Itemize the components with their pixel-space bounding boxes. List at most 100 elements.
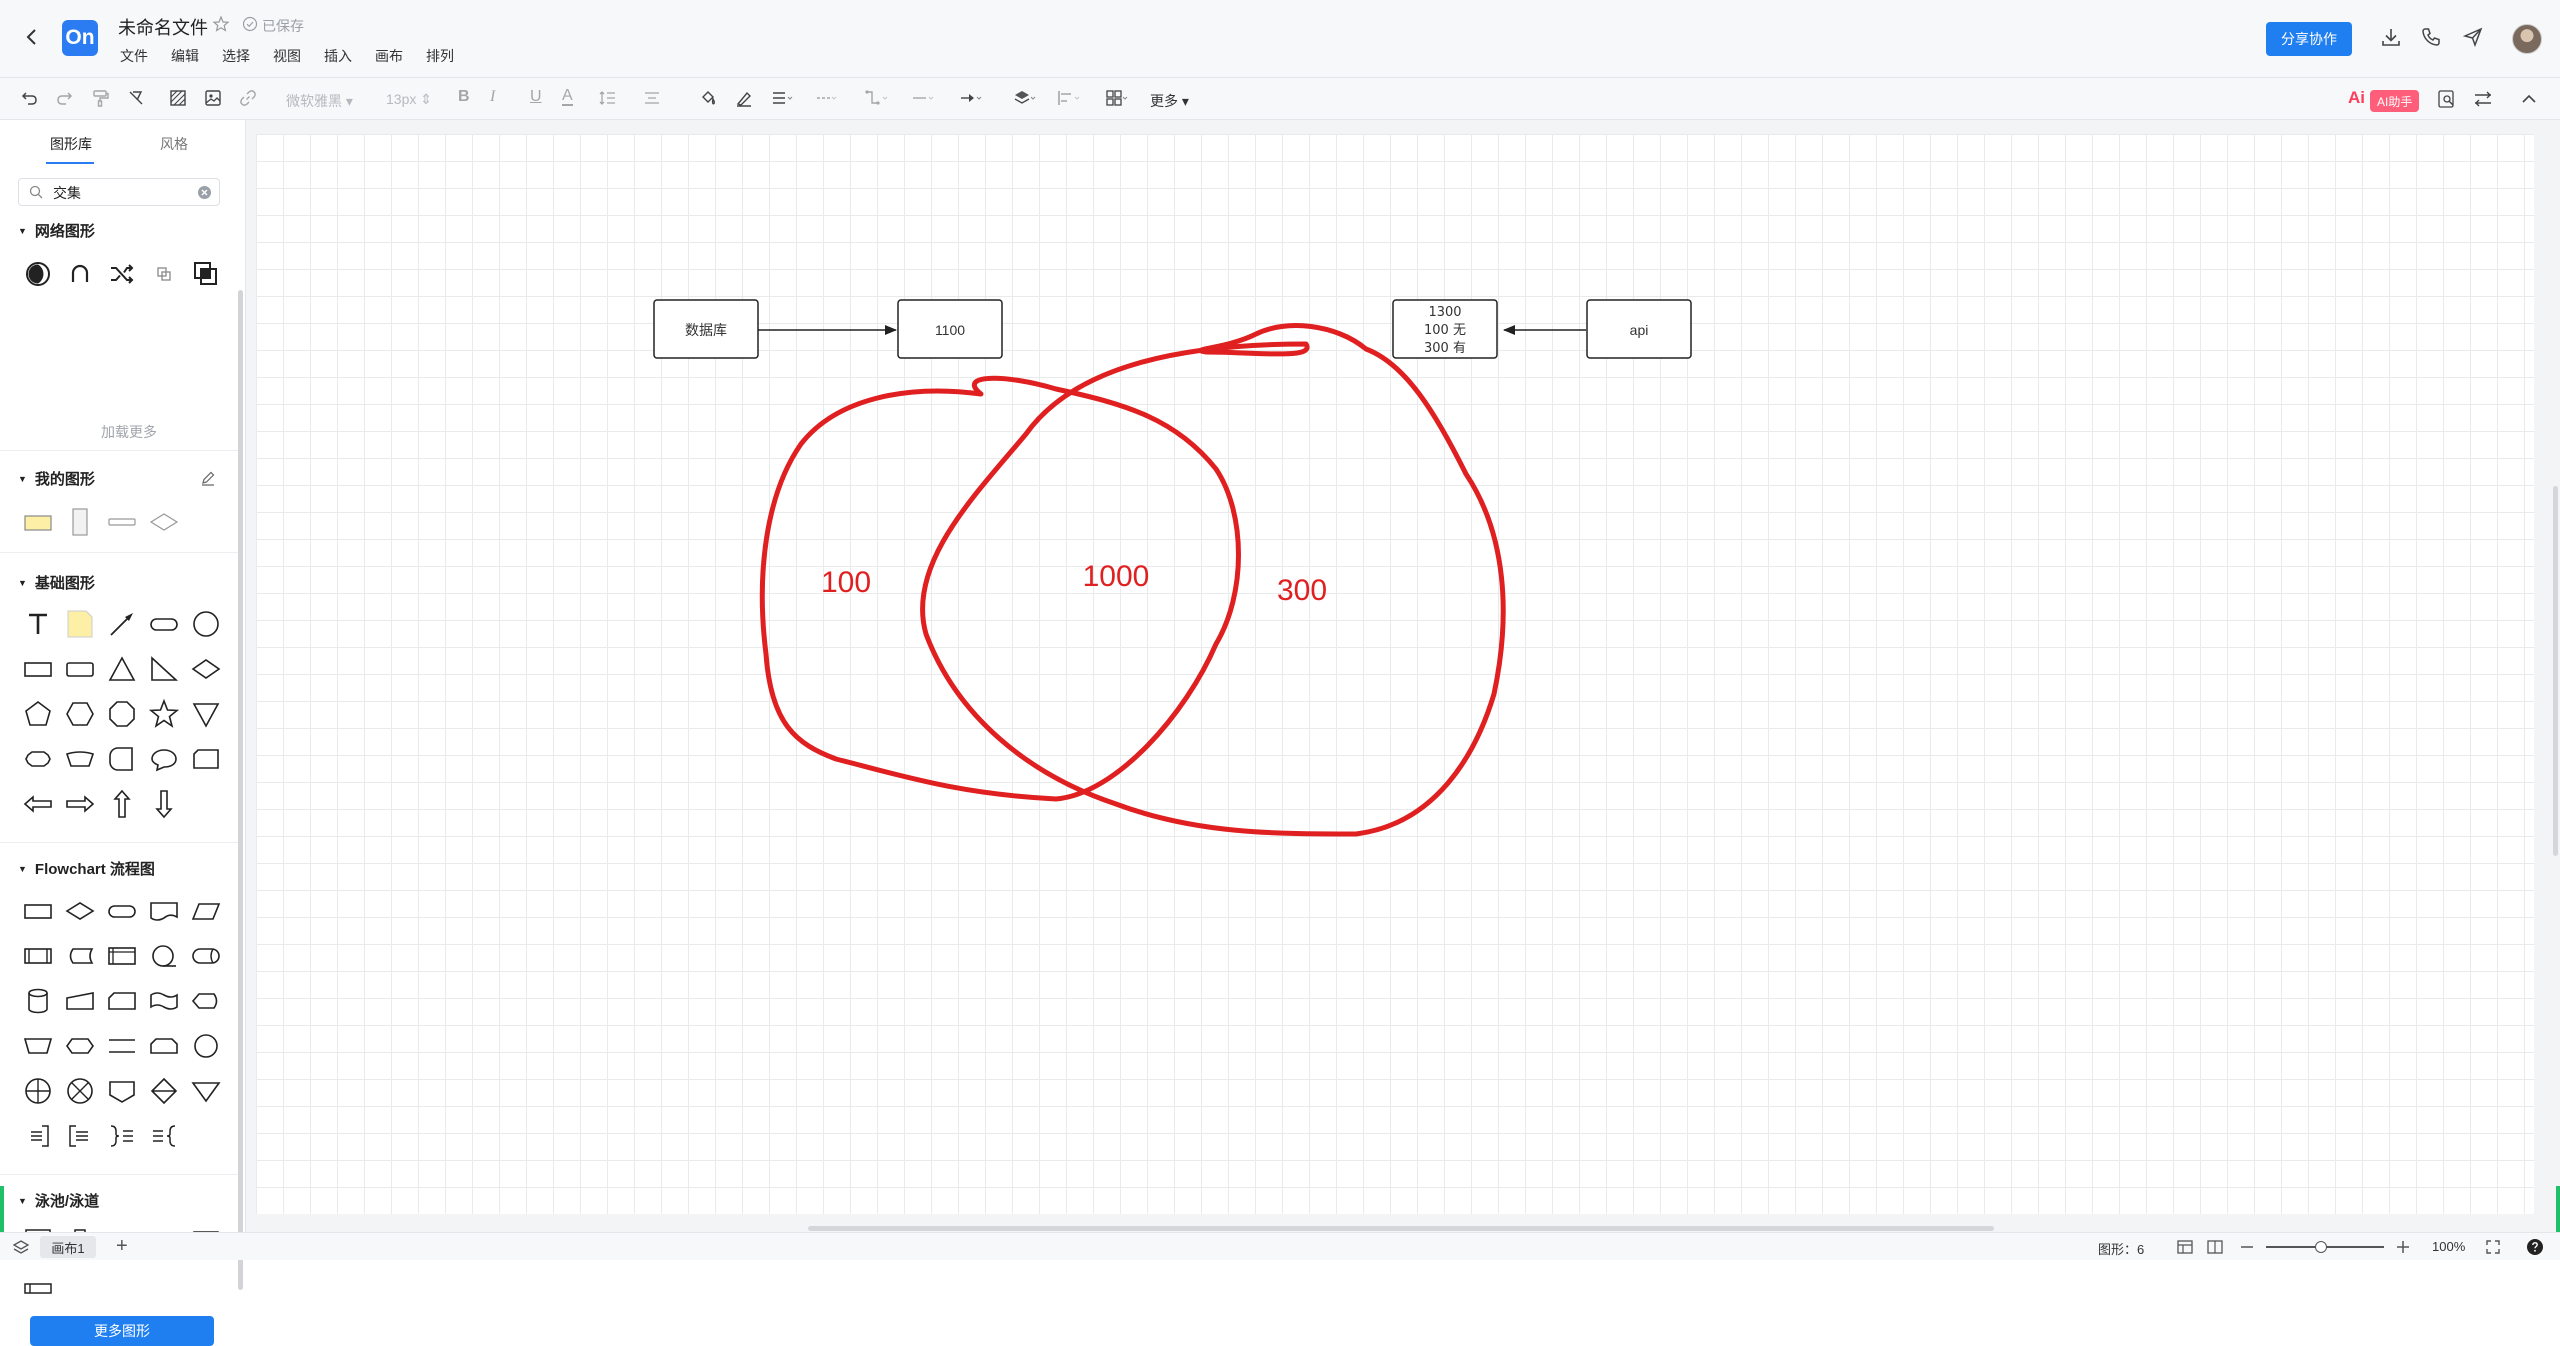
image-icon[interactable] (203, 88, 223, 108)
my-shape-diamond[interactable] (148, 506, 180, 538)
shape-text[interactable] (22, 608, 54, 640)
send-icon[interactable] (2462, 26, 2484, 48)
back-arrow-icon[interactable] (20, 22, 44, 52)
shape-search-box[interactable] (18, 178, 220, 206)
shape-pentagon[interactable] (22, 698, 54, 730)
shape-overlap-large[interactable] (190, 258, 222, 290)
flow-manual-operation[interactable] (22, 1030, 54, 1062)
fullscreen-icon[interactable] (2484, 1238, 2502, 1256)
document-title[interactable]: 未命名文件 (118, 18, 208, 38)
line-start-icon[interactable] (910, 88, 936, 108)
shape-inverted-triangle[interactable] (190, 698, 222, 730)
shape-speech-bubble[interactable] (148, 743, 180, 775)
shape-rounded-rect[interactable] (148, 608, 180, 640)
clear-search-icon[interactable] (197, 185, 212, 200)
sidebar-scrollbar[interactable] (238, 290, 243, 1290)
align-icon[interactable] (1056, 88, 1082, 108)
shape-up-arrow[interactable] (106, 788, 138, 820)
layer-icon[interactable] (1012, 88, 1038, 108)
menu-file[interactable]: 文件 (120, 48, 148, 64)
redo-icon[interactable] (54, 88, 74, 108)
shape-right-triangle[interactable] (148, 653, 180, 685)
section-swimlane[interactable]: ▼ 泳池/泳道 (18, 1193, 100, 1210)
underline-icon[interactable]: U (530, 88, 542, 105)
flow-sequential-data[interactable] (148, 940, 180, 972)
canvas-page[interactable]: 数据库 1100 1300 100 无 300 有 api 100 1000 3… (256, 134, 2534, 1214)
bold-icon[interactable]: B (458, 88, 470, 105)
flow-internal-storage[interactable] (106, 940, 138, 972)
menu-view[interactable]: 视图 (273, 48, 301, 64)
link-icon[interactable] (238, 88, 258, 108)
flow-preparation[interactable] (64, 1030, 96, 1062)
flow-annotation-right[interactable] (22, 1120, 54, 1152)
flow-predefined-process[interactable] (22, 940, 54, 972)
shape-shuffle[interactable] (106, 258, 138, 290)
shape-intersection-filled[interactable] (22, 258, 54, 290)
shape-document-rect[interactable] (190, 743, 222, 775)
shape-rectangle[interactable] (22, 653, 54, 685)
line-end-arrow-icon[interactable] (958, 88, 984, 108)
shape-overlap-small[interactable] (148, 258, 180, 290)
shape-right-arrow[interactable] (64, 788, 96, 820)
shape-search-input[interactable] (53, 183, 203, 203)
flow-summing-junction[interactable] (22, 1075, 54, 1107)
flow-loop-limit[interactable] (148, 1030, 180, 1062)
shape-diamond[interactable] (190, 653, 222, 685)
section-flowchart[interactable]: ▼ Flowchart 流程图 (18, 861, 155, 878)
fill-pattern-icon[interactable] (168, 88, 188, 108)
line-style-icon[interactable] (814, 88, 838, 108)
format-painter-icon[interactable] (90, 88, 110, 108)
section-network-shapes[interactable]: ▼ 网络图形 (18, 223, 95, 240)
user-avatar[interactable] (2512, 24, 2542, 54)
box-api[interactable]: api (1586, 299, 1692, 359)
shape-circle[interactable] (190, 608, 222, 640)
connector-type-icon[interactable] (864, 88, 890, 108)
flow-or[interactable] (64, 1075, 96, 1107)
text-align-icon[interactable] (642, 88, 666, 108)
box-1300[interactable]: 1300 100 无 300 有 (1392, 299, 1498, 359)
flow-stored-data[interactable] (64, 940, 96, 972)
tab-style[interactable]: 风格 (160, 136, 188, 152)
line-weight-icon[interactable] (770, 88, 794, 108)
canvas-vertical-scrollbar[interactable] (2553, 486, 2558, 856)
venn-label-right[interactable]: 300 (1277, 574, 1327, 607)
canvas-horizontal-scrollbar[interactable] (808, 1226, 1994, 1231)
share-collaborate-button[interactable]: 分享协作 (2266, 22, 2352, 56)
phone-icon[interactable] (2420, 26, 2442, 48)
my-shape-thin-rect[interactable] (106, 506, 138, 538)
flow-paper-tape[interactable] (148, 985, 180, 1017)
undo-icon[interactable] (20, 88, 40, 108)
shape-octagon[interactable] (106, 698, 138, 730)
flow-direct-data[interactable] (190, 940, 222, 972)
box-1100[interactable]: 1100 (897, 299, 1003, 359)
load-more-link[interactable]: 加载更多 (101, 424, 157, 440)
section-my-shapes[interactable]: ▼ 我的图形 (18, 471, 95, 488)
flow-brace-left[interactable] (148, 1120, 180, 1152)
add-page-button[interactable]: + (116, 1235, 128, 1257)
section-basic-shapes[interactable]: ▼ 基础图形 (18, 575, 95, 592)
italic-icon[interactable]: I (490, 88, 496, 105)
menu-arrange[interactable]: 排列 (426, 48, 454, 64)
my-shape-yellow-rect[interactable] (22, 506, 54, 538)
ai-logo-icon[interactable]: Ai (2348, 88, 2365, 107)
group-icon[interactable] (1104, 88, 1130, 108)
star-icon[interactable] (212, 15, 230, 33)
freehand-circle-right[interactable] (920, 323, 1506, 837)
flow-terminator[interactable] (106, 895, 138, 927)
search-replace-icon[interactable] (2436, 88, 2458, 110)
box-database[interactable]: 数据库 (653, 299, 759, 359)
clear-format-icon[interactable] (126, 88, 146, 108)
download-icon[interactable] (2380, 26, 2402, 48)
app-logo[interactable]: On (62, 20, 98, 56)
help-icon[interactable] (2526, 1238, 2544, 1256)
freehand-circle-left[interactable] (759, 375, 1241, 802)
settings-sliders-icon[interactable] (2472, 88, 2494, 110)
page-tab-1[interactable]: 画布1 (40, 1236, 96, 1258)
menu-insert[interactable]: 插入 (324, 48, 352, 64)
flow-sort[interactable] (148, 1075, 180, 1107)
ai-assistant-button[interactable]: AI助手 (2370, 90, 2420, 112)
shape-cloud-ellipse[interactable] (22, 743, 54, 775)
canvas-area[interactable]: 数据库 1100 1300 100 无 300 有 api 100 1000 3… (246, 120, 2560, 1232)
shape-intersection-symbol[interactable] (64, 258, 96, 290)
edit-pencil-icon[interactable] (200, 470, 216, 486)
